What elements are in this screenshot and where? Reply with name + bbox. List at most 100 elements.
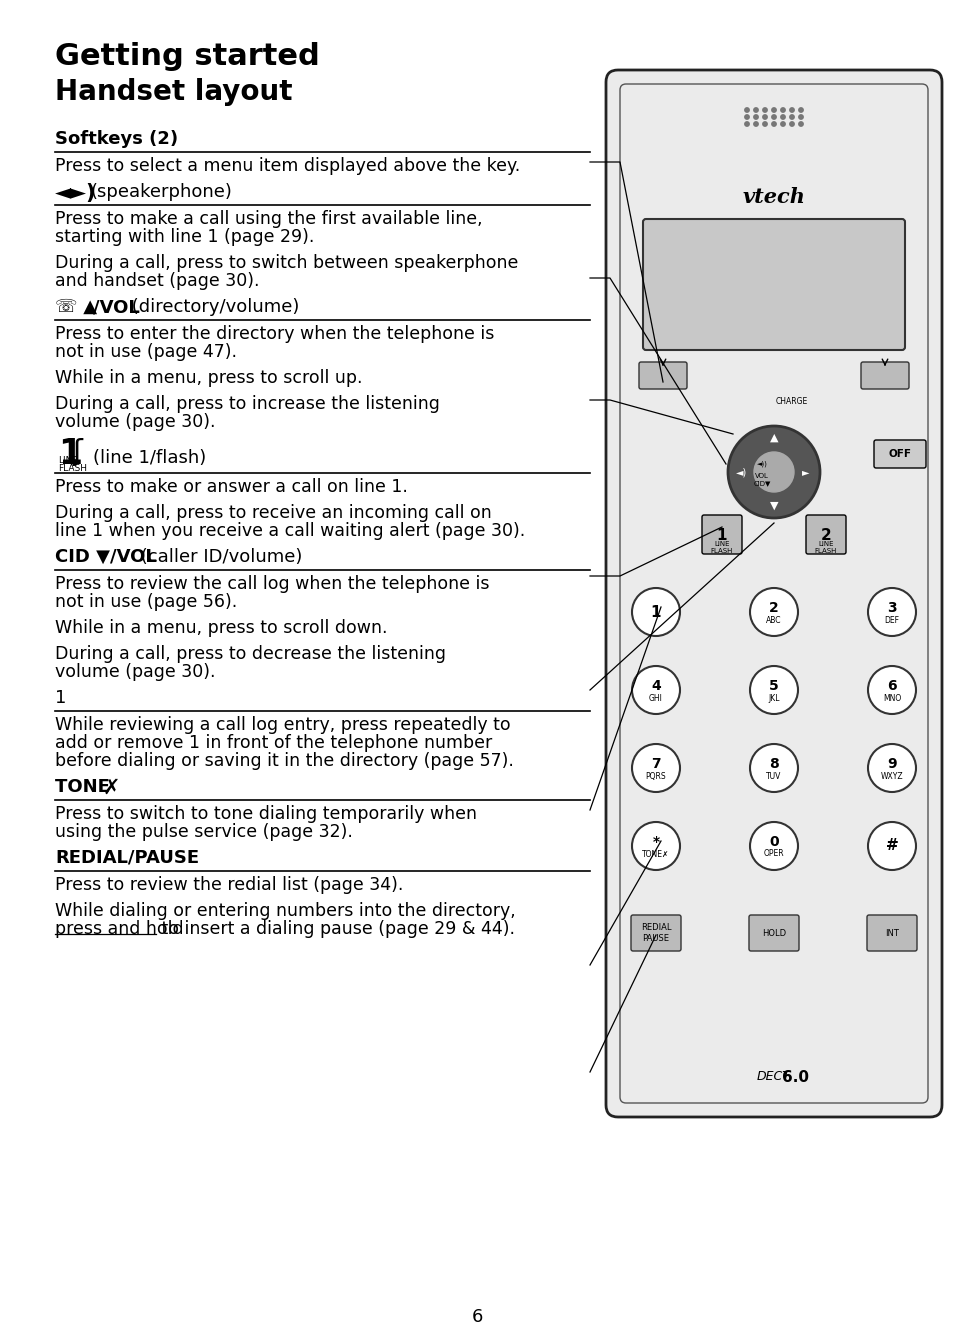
Circle shape — [749, 667, 797, 713]
Circle shape — [631, 667, 679, 713]
Text: ABC: ABC — [765, 616, 781, 624]
Text: 6: 6 — [471, 1308, 482, 1327]
Text: 1: 1 — [58, 437, 82, 472]
Circle shape — [753, 452, 793, 492]
Text: 2: 2 — [820, 528, 830, 542]
Text: ◄►): ◄►) — [55, 183, 96, 203]
Text: before dialing or saving it in the directory (page 57).: before dialing or saving it in the direc… — [55, 752, 514, 770]
Circle shape — [780, 108, 784, 112]
Circle shape — [867, 667, 915, 713]
Text: GHI: GHI — [648, 693, 662, 703]
Text: (line 1/flash): (line 1/flash) — [92, 449, 206, 468]
Circle shape — [798, 108, 802, 112]
FancyBboxPatch shape — [605, 69, 941, 1117]
Text: vtech: vtech — [741, 187, 804, 207]
FancyBboxPatch shape — [805, 514, 845, 554]
Text: Press to select a menu item displayed above the key.: Press to select a menu item displayed ab… — [55, 158, 519, 175]
Text: line 1 when you receive a call waiting alert (page 30).: line 1 when you receive a call waiting a… — [55, 522, 525, 540]
Text: MNO: MNO — [882, 693, 901, 703]
Circle shape — [749, 588, 797, 636]
Text: #: # — [884, 839, 898, 854]
Text: starting with line 1 (page 29).: starting with line 1 (page 29). — [55, 228, 314, 246]
Text: Getting started: Getting started — [55, 41, 319, 71]
Text: While in a menu, press to scroll down.: While in a menu, press to scroll down. — [55, 619, 387, 637]
Text: (caller ID/volume): (caller ID/volume) — [135, 548, 302, 566]
Circle shape — [867, 588, 915, 636]
Text: volume (page 30).: volume (page 30). — [55, 413, 215, 432]
Text: TUV: TUV — [765, 771, 781, 780]
FancyBboxPatch shape — [642, 219, 904, 350]
FancyBboxPatch shape — [873, 440, 925, 468]
Circle shape — [771, 108, 776, 112]
Circle shape — [749, 744, 797, 792]
Text: During a call, press to decrease the listening: During a call, press to decrease the lis… — [55, 645, 446, 663]
Text: OFF: OFF — [887, 449, 910, 460]
Text: During a call, press to increase the listening: During a call, press to increase the lis… — [55, 395, 439, 413]
FancyBboxPatch shape — [701, 514, 741, 554]
Text: CID▼: CID▼ — [753, 480, 770, 486]
Text: ▼: ▼ — [769, 501, 778, 510]
Text: ʃ: ʃ — [73, 438, 83, 466]
Text: Handset layout: Handset layout — [55, 77, 293, 106]
Text: ◄): ◄) — [736, 468, 747, 477]
Text: 1: 1 — [55, 689, 67, 707]
Circle shape — [631, 588, 679, 636]
Text: REDIAL/PAUSE: REDIAL/PAUSE — [55, 848, 199, 867]
Circle shape — [753, 122, 758, 126]
Text: CHARGE: CHARGE — [775, 397, 807, 406]
Text: OPER: OPER — [763, 850, 783, 859]
Text: DECT: DECT — [757, 1070, 790, 1083]
Text: ✗: ✗ — [103, 778, 120, 798]
Text: 9: 9 — [886, 758, 896, 771]
Text: (directory/volume): (directory/volume) — [126, 298, 299, 317]
Text: While reviewing a call log entry, press repeatedly to: While reviewing a call log entry, press … — [55, 716, 510, 733]
Text: FLASH: FLASH — [58, 464, 87, 473]
Circle shape — [771, 115, 776, 119]
FancyBboxPatch shape — [861, 362, 908, 389]
Text: 6: 6 — [886, 679, 896, 693]
Text: CID ▼/VOL: CID ▼/VOL — [55, 548, 156, 566]
Circle shape — [753, 115, 758, 119]
Text: REDIAL
PAUSE: REDIAL PAUSE — [640, 923, 671, 943]
Circle shape — [771, 122, 776, 126]
Text: 5: 5 — [768, 679, 778, 693]
Text: (speakerphone): (speakerphone) — [91, 183, 233, 200]
Circle shape — [867, 822, 915, 870]
Text: 6.0: 6.0 — [781, 1070, 809, 1085]
Text: Press to switch to tone dialing temporarily when: Press to switch to tone dialing temporar… — [55, 806, 476, 823]
Text: DEF: DEF — [883, 616, 899, 624]
Text: 1: 1 — [650, 604, 660, 620]
Text: While dialing or entering numbers into the directory,: While dialing or entering numbers into t… — [55, 902, 516, 921]
Text: Press to review the redial list (page 34).: Press to review the redial list (page 34… — [55, 876, 403, 894]
Text: INT: INT — [884, 929, 898, 938]
Circle shape — [789, 108, 793, 112]
Circle shape — [744, 108, 748, 112]
Text: LINE: LINE — [58, 456, 78, 465]
Text: ☏ ▲: ☏ ▲ — [55, 298, 97, 317]
Text: HOLD: HOLD — [761, 929, 785, 938]
Text: Softkeys (2): Softkeys (2) — [55, 130, 178, 148]
Circle shape — [780, 122, 784, 126]
Text: using the pulse service (page 32).: using the pulse service (page 32). — [55, 823, 353, 840]
Text: Press to review the call log when the telephone is: Press to review the call log when the te… — [55, 574, 489, 593]
Text: ▲: ▲ — [769, 433, 778, 444]
Text: 1: 1 — [716, 528, 726, 542]
Circle shape — [744, 115, 748, 119]
Text: LINE
FLASH: LINE FLASH — [814, 541, 837, 553]
Text: During a call, press to switch between speakerphone: During a call, press to switch between s… — [55, 254, 517, 273]
Text: TONE: TONE — [55, 778, 116, 796]
Text: to insert a dialing pause (page 29 & 44).: to insert a dialing pause (page 29 & 44)… — [156, 921, 515, 938]
Text: and handset (page 30).: and handset (page 30). — [55, 273, 259, 290]
Circle shape — [753, 108, 758, 112]
Circle shape — [789, 122, 793, 126]
Text: 4: 4 — [651, 679, 660, 693]
Circle shape — [631, 744, 679, 792]
FancyBboxPatch shape — [748, 915, 799, 951]
Text: *: * — [652, 835, 659, 848]
Circle shape — [631, 822, 679, 870]
Circle shape — [798, 122, 802, 126]
Text: WXYZ: WXYZ — [880, 771, 902, 780]
Circle shape — [789, 115, 793, 119]
Text: 8: 8 — [768, 758, 778, 771]
Text: press and hold: press and hold — [55, 921, 183, 938]
